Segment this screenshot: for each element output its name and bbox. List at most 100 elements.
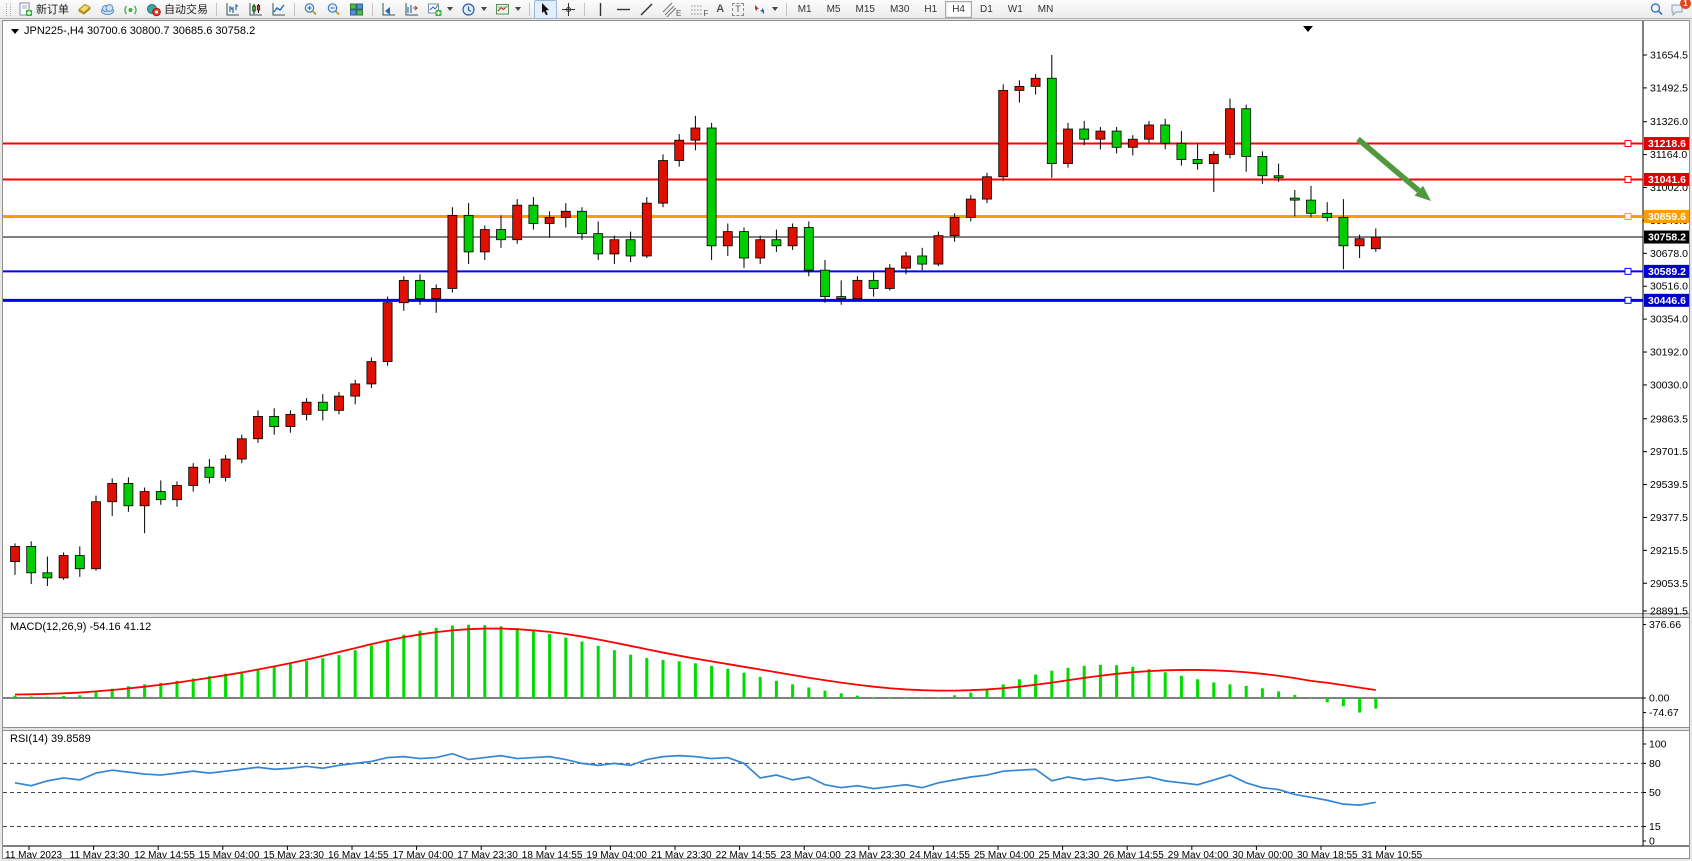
svg-text:30678.0: 30678.0 xyxy=(1650,248,1688,260)
chart-title-text: JPN225-,H4 30700.6 30800.7 30685.6 30758… xyxy=(24,25,256,37)
date-label: 30 May 00:00 xyxy=(1232,850,1293,858)
toolbar-grip[interactable] xyxy=(6,2,11,16)
price-badge-31218.6: 31218.6 xyxy=(1648,138,1686,150)
date-label: 26 May 14:55 xyxy=(1103,850,1164,858)
macd-bar xyxy=(337,655,341,698)
svg-text:29539.5: 29539.5 xyxy=(1650,479,1688,491)
date-axis[interactable]: 11 May 2023 11 May 23:30 12 May 14:55 15 Ma… xyxy=(3,845,1689,858)
date-label: 17 May 04:00 xyxy=(393,850,454,858)
line-handle[interactable] xyxy=(1624,175,1632,183)
bear-candle xyxy=(1289,197,1300,201)
chart-canvas[interactable]: 31654.531492.531326.031164.031002.030840… xyxy=(3,21,1689,858)
auto-scroll-button[interactable] xyxy=(377,0,400,19)
toolbar-right: 1 xyxy=(1649,0,1691,17)
trendline-tool-button[interactable] xyxy=(635,0,658,19)
periods-button[interactable] xyxy=(457,0,491,19)
macd-bar xyxy=(1374,698,1378,709)
separator xyxy=(584,2,585,16)
notifications-button[interactable]: 1 xyxy=(1670,0,1691,17)
text-label-tool-button[interactable]: T xyxy=(728,0,748,19)
grid-tool-button[interactable]: F xyxy=(685,0,712,19)
bear-candle xyxy=(868,279,879,289)
date-label: 16 May 14:55 xyxy=(328,850,389,858)
timeframe-mn[interactable]: MN xyxy=(1037,3,1054,15)
macd-bar xyxy=(1179,675,1183,698)
separator xyxy=(785,2,787,16)
bull-candle xyxy=(139,491,150,507)
timeframe-d1[interactable]: D1 xyxy=(980,3,993,15)
timeframe-h1[interactable]: H1 xyxy=(924,3,938,15)
line-handle[interactable] xyxy=(1624,212,1632,220)
bull-candle xyxy=(690,127,701,141)
svg-text:0: 0 xyxy=(1649,836,1655,848)
timeframe-m5[interactable]: M5 xyxy=(826,3,841,15)
cloud-account-button[interactable] xyxy=(96,0,119,19)
macd-bar xyxy=(1277,691,1281,698)
timeframe-m30[interactable]: M30 xyxy=(889,3,910,15)
zoom-in-button[interactable] xyxy=(299,0,322,19)
macd-bar xyxy=(920,698,924,699)
price-badge-30859.6: 30859.6 xyxy=(1648,211,1686,223)
line-handle[interactable] xyxy=(1624,296,1632,304)
timeframe-h4[interactable]: H4 xyxy=(945,0,972,18)
macd-bar xyxy=(888,698,892,699)
bull-candle xyxy=(722,231,733,247)
bull-candle xyxy=(10,546,20,563)
macd-bar xyxy=(548,634,552,698)
bull-candle xyxy=(1014,85,1025,91)
horizontal-line-tool-button[interactable] xyxy=(612,0,635,19)
zoom-out-button[interactable] xyxy=(322,0,345,19)
macd-bar xyxy=(1212,682,1216,698)
bull-candle xyxy=(949,216,960,237)
svg-text:29701.5: 29701.5 xyxy=(1650,446,1688,458)
timeframe-m15[interactable]: M15 xyxy=(855,3,875,15)
bear-candle xyxy=(577,210,587,235)
svg-text:15: 15 xyxy=(1649,821,1661,833)
macd-bar xyxy=(418,630,422,698)
crosshair-tool-button[interactable] xyxy=(557,0,580,19)
chart-shift-button[interactable] xyxy=(400,0,423,19)
bull-candle xyxy=(901,255,911,269)
bull-candle xyxy=(1127,138,1138,148)
chart-window[interactable]: JPN225-,H4 30700.6 30800.7 30685.6 30758… xyxy=(2,20,1690,859)
tile-windows-button[interactable] xyxy=(345,0,368,19)
date-label: 18 May 14:55 xyxy=(522,850,583,858)
signal-button[interactable] xyxy=(119,0,142,19)
bear-candle xyxy=(269,416,280,427)
template-icon xyxy=(496,3,509,14)
zoom-out-icon xyxy=(327,2,340,15)
separator xyxy=(372,2,373,16)
line-handle[interactable] xyxy=(1624,267,1632,275)
trend-arrow-annotation[interactable] xyxy=(1356,136,1431,201)
market-watch-button[interactable] xyxy=(73,0,96,19)
new-chart-button[interactable] xyxy=(423,0,457,19)
line-chart-mode-button[interactable] xyxy=(267,0,290,19)
bar-chart-icon xyxy=(226,2,239,15)
bear-candle xyxy=(317,401,328,411)
line-handle[interactable] xyxy=(1624,140,1632,148)
templates-button[interactable] xyxy=(491,0,525,19)
cursor-tool-button[interactable] xyxy=(534,0,557,19)
fibonacci-tool-button[interactable]: E xyxy=(658,0,685,19)
timeframe-w1[interactable]: W1 xyxy=(1007,3,1023,15)
new-order-button[interactable]: 新订单 xyxy=(14,0,73,19)
auto-trading-button[interactable]: 自动交易 xyxy=(142,0,212,19)
bar-chart-mode-button[interactable] xyxy=(221,0,244,19)
macd-bar xyxy=(1001,684,1005,698)
search-icon[interactable] xyxy=(1649,2,1664,17)
svg-text:29377.5: 29377.5 xyxy=(1650,512,1688,524)
chart-dropdown-icon[interactable] xyxy=(11,28,19,34)
timeframe-m1[interactable]: M1 xyxy=(797,3,812,15)
macd-bar xyxy=(402,634,406,698)
chart-shift-marker[interactable] xyxy=(1303,26,1313,32)
bull-candle xyxy=(998,90,1009,178)
text-tool-button[interactable]: A xyxy=(712,0,728,19)
candlestick-mode-button[interactable] xyxy=(244,0,267,19)
vertical-line-tool-button[interactable] xyxy=(589,0,612,19)
arrows-tool-button[interactable] xyxy=(748,0,782,19)
bull-candle xyxy=(220,458,231,478)
bear-candle xyxy=(820,269,830,297)
macd-bar xyxy=(985,689,989,698)
arrows-icon xyxy=(754,4,764,14)
bear-candle xyxy=(625,239,636,257)
